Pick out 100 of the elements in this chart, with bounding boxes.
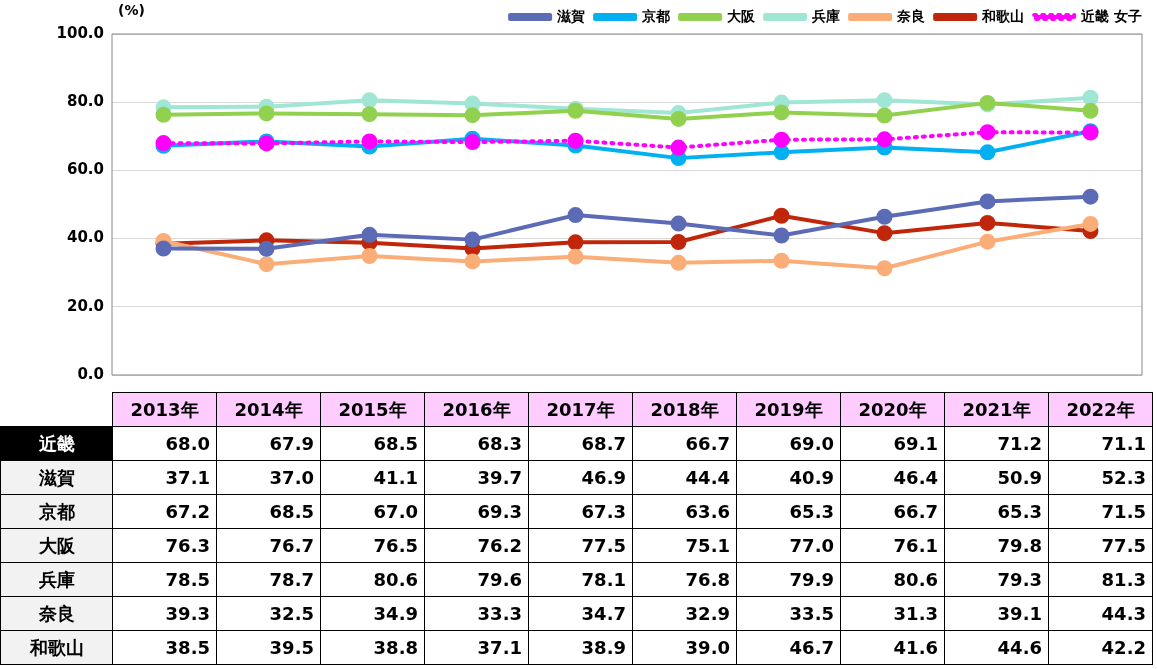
data-label: 80.6: [840, 562, 945, 597]
data-label: 34.9: [320, 596, 425, 631]
y-tick-label: 40.0: [66, 228, 104, 247]
data-label: 38.5: [112, 630, 217, 665]
x-tick-label: 2018年: [632, 392, 737, 427]
data-label: 68.7: [528, 426, 633, 461]
text: 大阪: [38, 534, 75, 556]
data-label: 67.9: [216, 426, 321, 461]
data-label: 76.7: [216, 528, 321, 563]
data-label: 46.7: [736, 630, 841, 665]
data-label: 37.0: [216, 460, 321, 495]
x-tick-label: 2021年: [944, 392, 1049, 427]
data-label: 42.2: [1048, 630, 1153, 665]
data-label: 67.3: [528, 494, 633, 529]
data-label: 76.3: [112, 528, 217, 563]
data-label: 69.0: [736, 426, 841, 461]
x-tick-label: 2020年: [840, 392, 945, 427]
data-label: 52.3: [1048, 460, 1153, 495]
data-label: 81.3: [1048, 562, 1153, 597]
data-label: 69.3: [424, 494, 529, 529]
data-label: 39.3: [112, 596, 217, 631]
legend-label: 京都: [641, 7, 671, 24]
y-tick-label: 60.0: [66, 160, 104, 179]
text: 近畿: [0, 426, 113, 461]
x-tick-label: 2022年: [1048, 392, 1153, 427]
data-label: 38.9: [528, 630, 633, 665]
data-label: 76.8: [632, 562, 737, 597]
data-label: 50.9: [944, 460, 1049, 495]
data-label: 41.6: [840, 630, 945, 665]
data-label: 79.9: [736, 562, 841, 597]
data-label: 65.3: [736, 494, 841, 529]
data-label: 77.5: [528, 528, 633, 563]
data-label: 78.7: [216, 562, 321, 597]
y-axis-title: (%): [118, 1, 145, 18]
data-label: 79.8: [944, 528, 1049, 563]
data-label: 40.9: [736, 460, 841, 495]
data-label: 39.7: [424, 460, 529, 495]
data-label: 33.3: [424, 596, 529, 631]
data-label: 32.5: [216, 596, 321, 631]
data-label: 44.3: [1048, 596, 1153, 631]
data-label: 78.5: [112, 562, 217, 597]
data-label: 66.7: [840, 494, 945, 529]
data-label: 67.2: [112, 494, 217, 529]
data-label: 46.4: [840, 460, 945, 495]
data-label: 68.5: [320, 426, 425, 461]
data-label: 38.8: [320, 630, 425, 665]
data-label: 37.1: [424, 630, 529, 665]
data-label: 77.0: [736, 528, 841, 563]
x-tick-label: 2016年: [424, 392, 529, 427]
data-label: 79.3: [944, 562, 1049, 597]
data-label: 79.6: [424, 562, 529, 597]
legend-label: 和歌山: [981, 7, 1025, 24]
data-label: 63.6: [632, 494, 737, 529]
y-tick-label: 20.0: [66, 296, 104, 315]
data-label: 68.5: [216, 494, 321, 529]
data-label: 77.5: [1048, 528, 1153, 563]
data-label: 76.5: [320, 528, 425, 563]
data-label: 46.9: [528, 460, 633, 495]
x-tick-label: 2013年: [112, 392, 217, 427]
legend-label: 大阪: [727, 7, 757, 24]
data-label: 69.1: [840, 426, 945, 461]
text: 奈良: [38, 602, 75, 624]
y-tick-label: 80.0: [66, 92, 104, 111]
data-label: 66.7: [632, 426, 737, 461]
data-label: 75.1: [632, 528, 737, 563]
y-tick-label: 0.0: [77, 364, 104, 383]
data-label: 39.1: [944, 596, 1049, 631]
data-label: 34.7: [528, 596, 633, 631]
data-label: 65.3: [944, 494, 1049, 529]
legend-label: 奈良: [896, 7, 926, 24]
legend-label: 滋賀: [556, 7, 586, 24]
data-label: 71.1: [1048, 426, 1153, 461]
text: 和歌山: [29, 636, 84, 658]
data-label: 80.6: [320, 562, 425, 597]
data-label: 71.5: [1048, 494, 1153, 529]
x-tick-label: 2017年: [528, 392, 633, 427]
data-label: 71.2: [944, 426, 1049, 461]
data-label: 76.1: [840, 528, 945, 563]
data-label: 44.6: [944, 630, 1049, 665]
data-label: 68.0: [112, 426, 217, 461]
data-label: 76.2: [424, 528, 529, 563]
data-label: 41.1: [320, 460, 425, 495]
x-tick-label: 2019年: [736, 392, 841, 427]
data-label: 44.4: [632, 460, 737, 495]
y-tick-label: 100.0: [56, 23, 104, 42]
legend-label: 兵庫: [811, 7, 841, 24]
data-label: 32.9: [632, 596, 737, 631]
x-tick-label: 2015年: [320, 392, 425, 427]
data-label: 39.5: [216, 630, 321, 665]
data-label: 68.3: [424, 426, 529, 461]
text: 京都: [38, 500, 75, 522]
data-label: 39.0: [632, 630, 737, 665]
data-label: 31.3: [840, 596, 945, 631]
text: 滋賀: [38, 466, 75, 488]
data-label: 37.1: [112, 460, 217, 495]
data-label: 67.0: [320, 494, 425, 529]
legend-label: 近畿 女子: [1080, 7, 1142, 24]
text: 兵庫: [38, 568, 75, 590]
x-tick-label: 2014年: [216, 392, 321, 427]
data-label: 78.1: [528, 562, 633, 597]
